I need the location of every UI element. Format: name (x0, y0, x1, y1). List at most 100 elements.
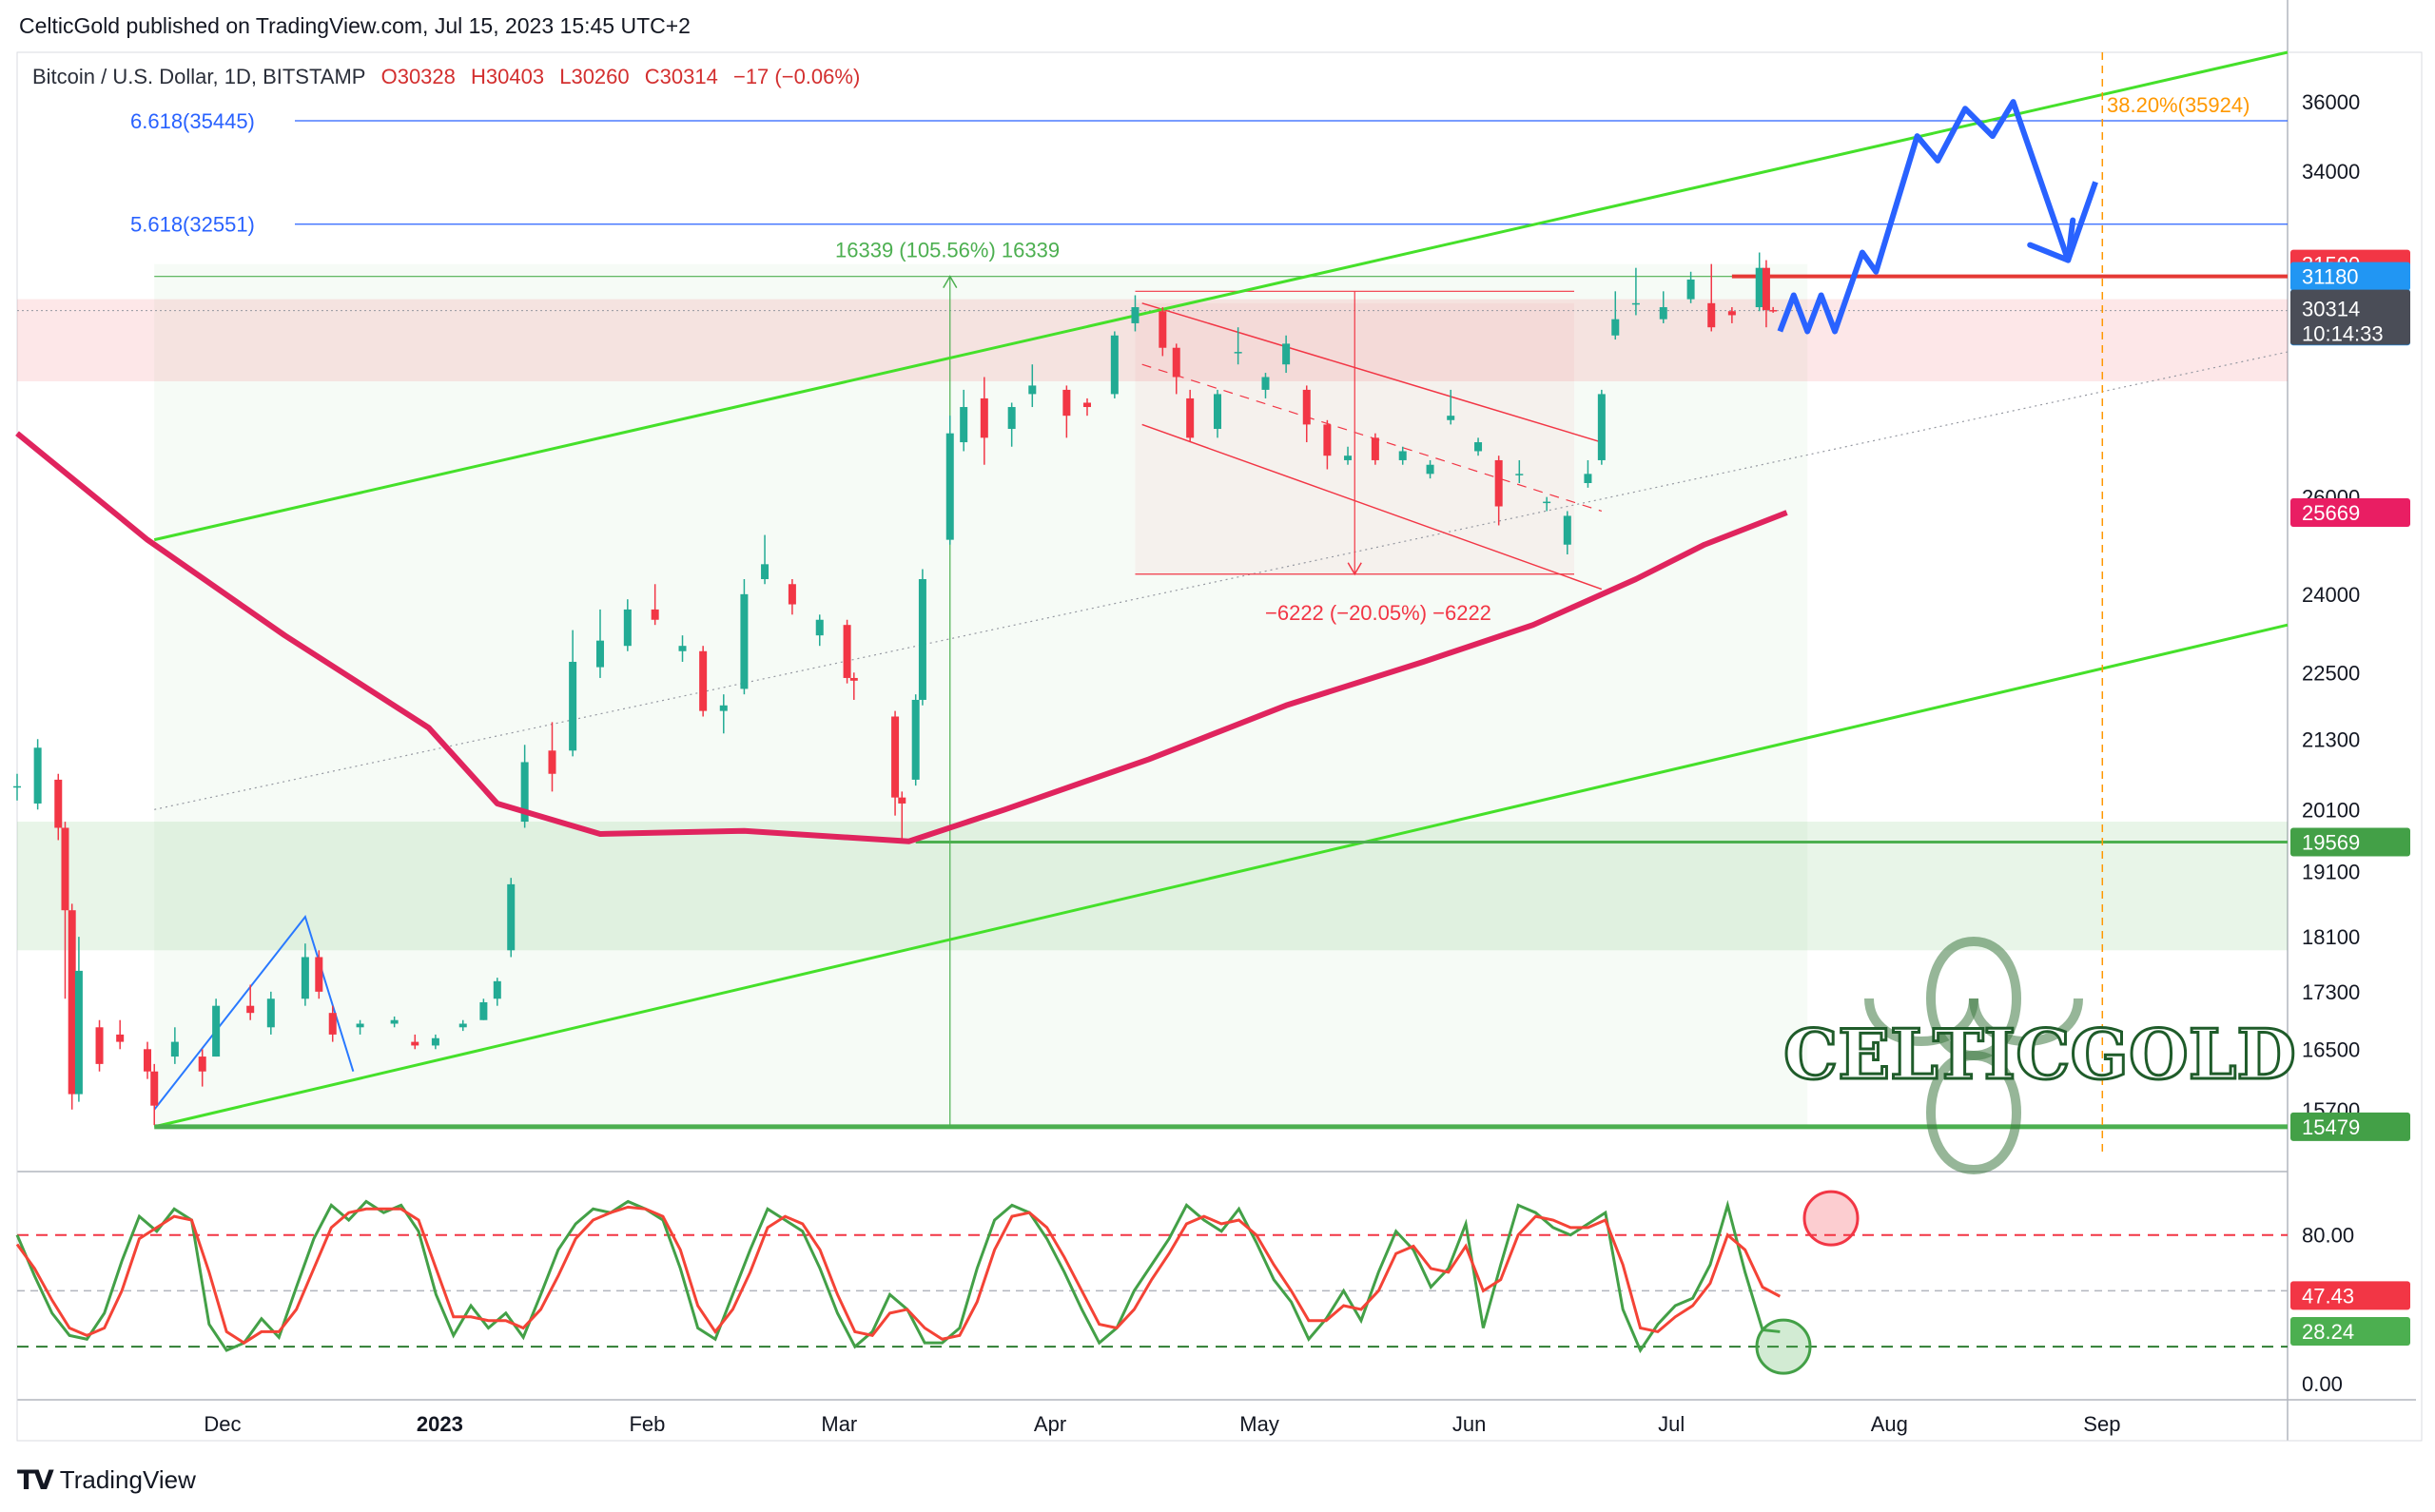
candle-body (911, 699, 920, 780)
measure-up-label: 16339 (105.56%) 16339 (835, 239, 1060, 262)
candle-body (1007, 407, 1016, 430)
osc-tick-label: 0.00 (2302, 1372, 2343, 1396)
candle-body (1707, 302, 1716, 328)
candle-body (1597, 394, 1606, 460)
candle-body (212, 1005, 221, 1057)
candle-body (431, 1037, 439, 1046)
channel-upper-line (153, 50, 2289, 542)
swing-lines (153, 915, 355, 1111)
tradingview-brand[interactable]: 𝗧𝗩 TradingView (17, 1464, 196, 1496)
candle-body (1131, 307, 1140, 323)
candle-body (95, 1027, 104, 1064)
candle-body (33, 747, 42, 804)
price-tag-31180: 31180 (2290, 262, 2410, 291)
osc-tag-47.43: 47.43 (2290, 1281, 2410, 1310)
celticgold-logo-icon: CELTICGOLD (1782, 937, 2297, 1175)
fib-3820-label: 38.20%(35924) (2107, 93, 2250, 117)
candle-body (116, 1034, 125, 1042)
price-tag-25669: 25669 (2290, 498, 2410, 528)
price-tick-label: 21300 (2302, 727, 2360, 751)
candle-body (815, 619, 824, 636)
candle-body (761, 564, 769, 579)
bear-channel-upper (1141, 302, 1603, 443)
price-tick-label: 19100 (2302, 860, 2360, 883)
price-tag-bg (2290, 827, 2410, 857)
stoch-k-line (15, 1199, 1781, 1354)
candle-body (301, 957, 309, 999)
brand-label: TradingView (59, 1465, 196, 1494)
measure-up-arrow-icon (943, 275, 958, 289)
candle-body (1543, 501, 1551, 504)
change-value: −17 (−0.06%) (732, 65, 861, 88)
candle-body (1323, 424, 1332, 456)
watermark-text: CELTICGOLD (1783, 1014, 2296, 1095)
symbol-name: Bitcoin / U.S. Dollar, 1D, BITSTAMP (32, 65, 366, 88)
price-tick-label: 36000 (2302, 90, 2360, 114)
candle-body (1371, 437, 1379, 460)
low-value: L30260 (559, 65, 630, 88)
candle-body (520, 762, 529, 823)
candle-body (479, 1001, 488, 1020)
candle-body (1631, 302, 1640, 305)
candle-body (411, 1041, 419, 1046)
price-tag-bg (2290, 1112, 2410, 1141)
stoch-d-line (15, 1205, 1782, 1345)
price-tag-text: 19569 (2302, 830, 2360, 854)
candle-body (315, 957, 323, 992)
candle-body (1261, 377, 1270, 390)
candle-body (54, 779, 63, 828)
candle-body (788, 584, 796, 605)
candle-body (548, 750, 556, 774)
osc-tag-bg (2290, 1316, 2410, 1346)
price-tick-label: 16500 (2302, 1037, 2360, 1061)
candle-body (246, 1005, 255, 1014)
time-axis-label: Feb (629, 1412, 665, 1436)
price-tick-label: 22500 (2302, 661, 2360, 685)
candle-body (719, 705, 728, 711)
bear-channel-mid (1141, 363, 1603, 513)
candle-body (74, 970, 83, 1095)
osc-tick-label: 80.00 (2302, 1224, 2354, 1248)
symbol-legend: Bitcoin / U.S. Dollar, 1D, BITSTAMP O303… (32, 65, 869, 89)
moving-average-line (15, 431, 1788, 844)
time-axis-label: Dec (204, 1412, 241, 1436)
candle-body (1611, 319, 1620, 336)
candle-body (1474, 442, 1483, 452)
high-value: H30403 (471, 65, 545, 88)
osc-tag-28.24: 28.24 (2290, 1316, 2410, 1346)
candle-body (945, 433, 954, 540)
candle-body (170, 1041, 179, 1057)
overbought-circle-marker (1802, 1190, 1860, 1247)
candle-body (1234, 352, 1242, 354)
osc-tag-text: 47.43 (2302, 1284, 2354, 1308)
candle-body (390, 1019, 399, 1024)
candle-body (61, 827, 69, 911)
candle-body (1282, 343, 1291, 365)
measure-down-arrow-icon (1347, 562, 1362, 576)
price-tick-label: 17300 (2302, 980, 2360, 1004)
osc-tag-bg (2290, 1281, 2410, 1310)
price-tick-label: 24000 (2302, 583, 2360, 607)
candle-body (699, 650, 708, 711)
channel-lower-line (153, 623, 2289, 1129)
price-tag-text: 15479 (2302, 1115, 2360, 1139)
candle-body (1426, 464, 1434, 475)
candle-body (1344, 456, 1353, 460)
candle-body (849, 677, 858, 681)
candle-body (740, 593, 749, 689)
time-axis-label: Jul (1658, 1412, 1685, 1436)
candle-body (1110, 335, 1119, 395)
candle-body (1584, 474, 1592, 484)
candle-body (1302, 389, 1311, 425)
price-tick-label: 18100 (2302, 925, 2360, 949)
candle-body (328, 1013, 337, 1035)
projection-path (1777, 99, 2098, 335)
open-value: O30328 (380, 65, 456, 88)
oversold-circle-marker (1755, 1318, 1812, 1375)
dotted-trend-line (154, 351, 2289, 810)
price-tag-text: 31180 (2302, 265, 2359, 289)
candle-body (1659, 307, 1667, 320)
candle-body (13, 785, 21, 788)
candle-body (493, 980, 501, 999)
